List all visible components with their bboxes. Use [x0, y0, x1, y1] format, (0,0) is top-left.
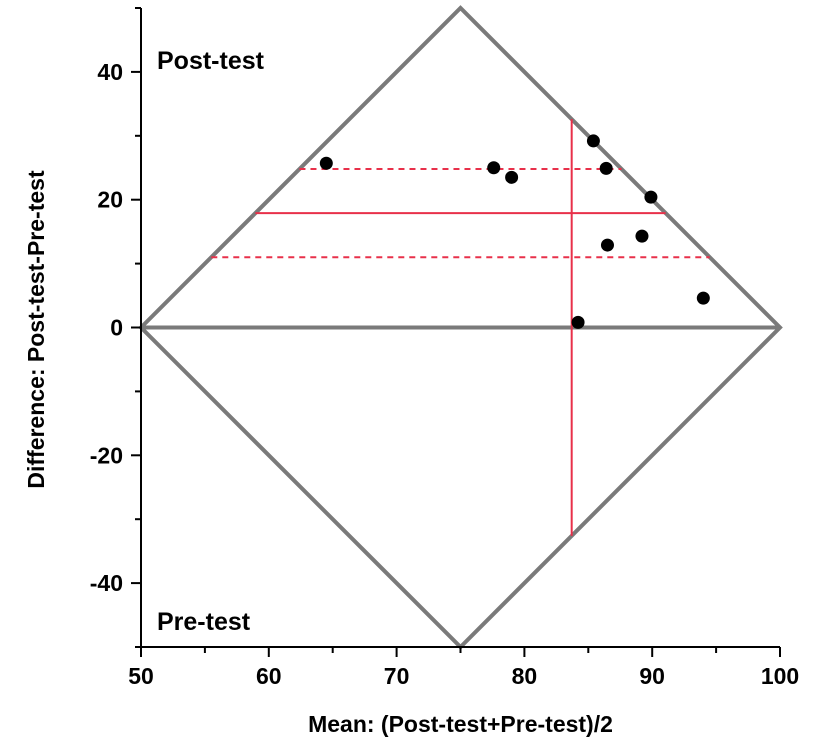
y-tick-label: -20: [90, 442, 123, 468]
axes: 50 60 70 80 90 100 -40 -20 0 20 40: [90, 7, 799, 689]
reference-lines: [211, 119, 710, 536]
data-point: [600, 238, 614, 252]
x-tick-label: 60: [256, 663, 282, 689]
x-tick-label: 100: [761, 663, 799, 689]
data-point: [505, 170, 519, 184]
y-tick-label: 20: [97, 187, 123, 213]
labels: Post-test Pre-test Mean: (Post-test+Pre-…: [23, 47, 613, 737]
data-point: [599, 161, 613, 175]
data-point: [696, 291, 710, 305]
data-point: [487, 161, 501, 175]
diamond-frame: [138, 5, 783, 650]
data-point: [586, 134, 600, 148]
x-tick-label: 50: [128, 663, 154, 689]
data-point: [644, 190, 658, 204]
y-tick-label: 40: [97, 59, 123, 85]
x-tick-label: 90: [639, 663, 665, 689]
y-tick-label: 0: [110, 315, 123, 341]
region-label-pre-test: Pre-test: [157, 608, 251, 636]
data-point: [571, 315, 585, 329]
data-point: [635, 229, 649, 243]
data-points: [319, 134, 710, 329]
x-axis-label: Mean: (Post-test+Pre-test)/2: [308, 711, 613, 737]
data-point: [319, 156, 333, 170]
region-label-post-test: Post-test: [157, 47, 265, 75]
x-tick-label: 80: [512, 663, 538, 689]
y-tick-label: -40: [90, 570, 123, 596]
x-tick-label: 70: [384, 663, 410, 689]
y-axis-label: Difference: Post-test-Pre-test: [23, 170, 49, 489]
